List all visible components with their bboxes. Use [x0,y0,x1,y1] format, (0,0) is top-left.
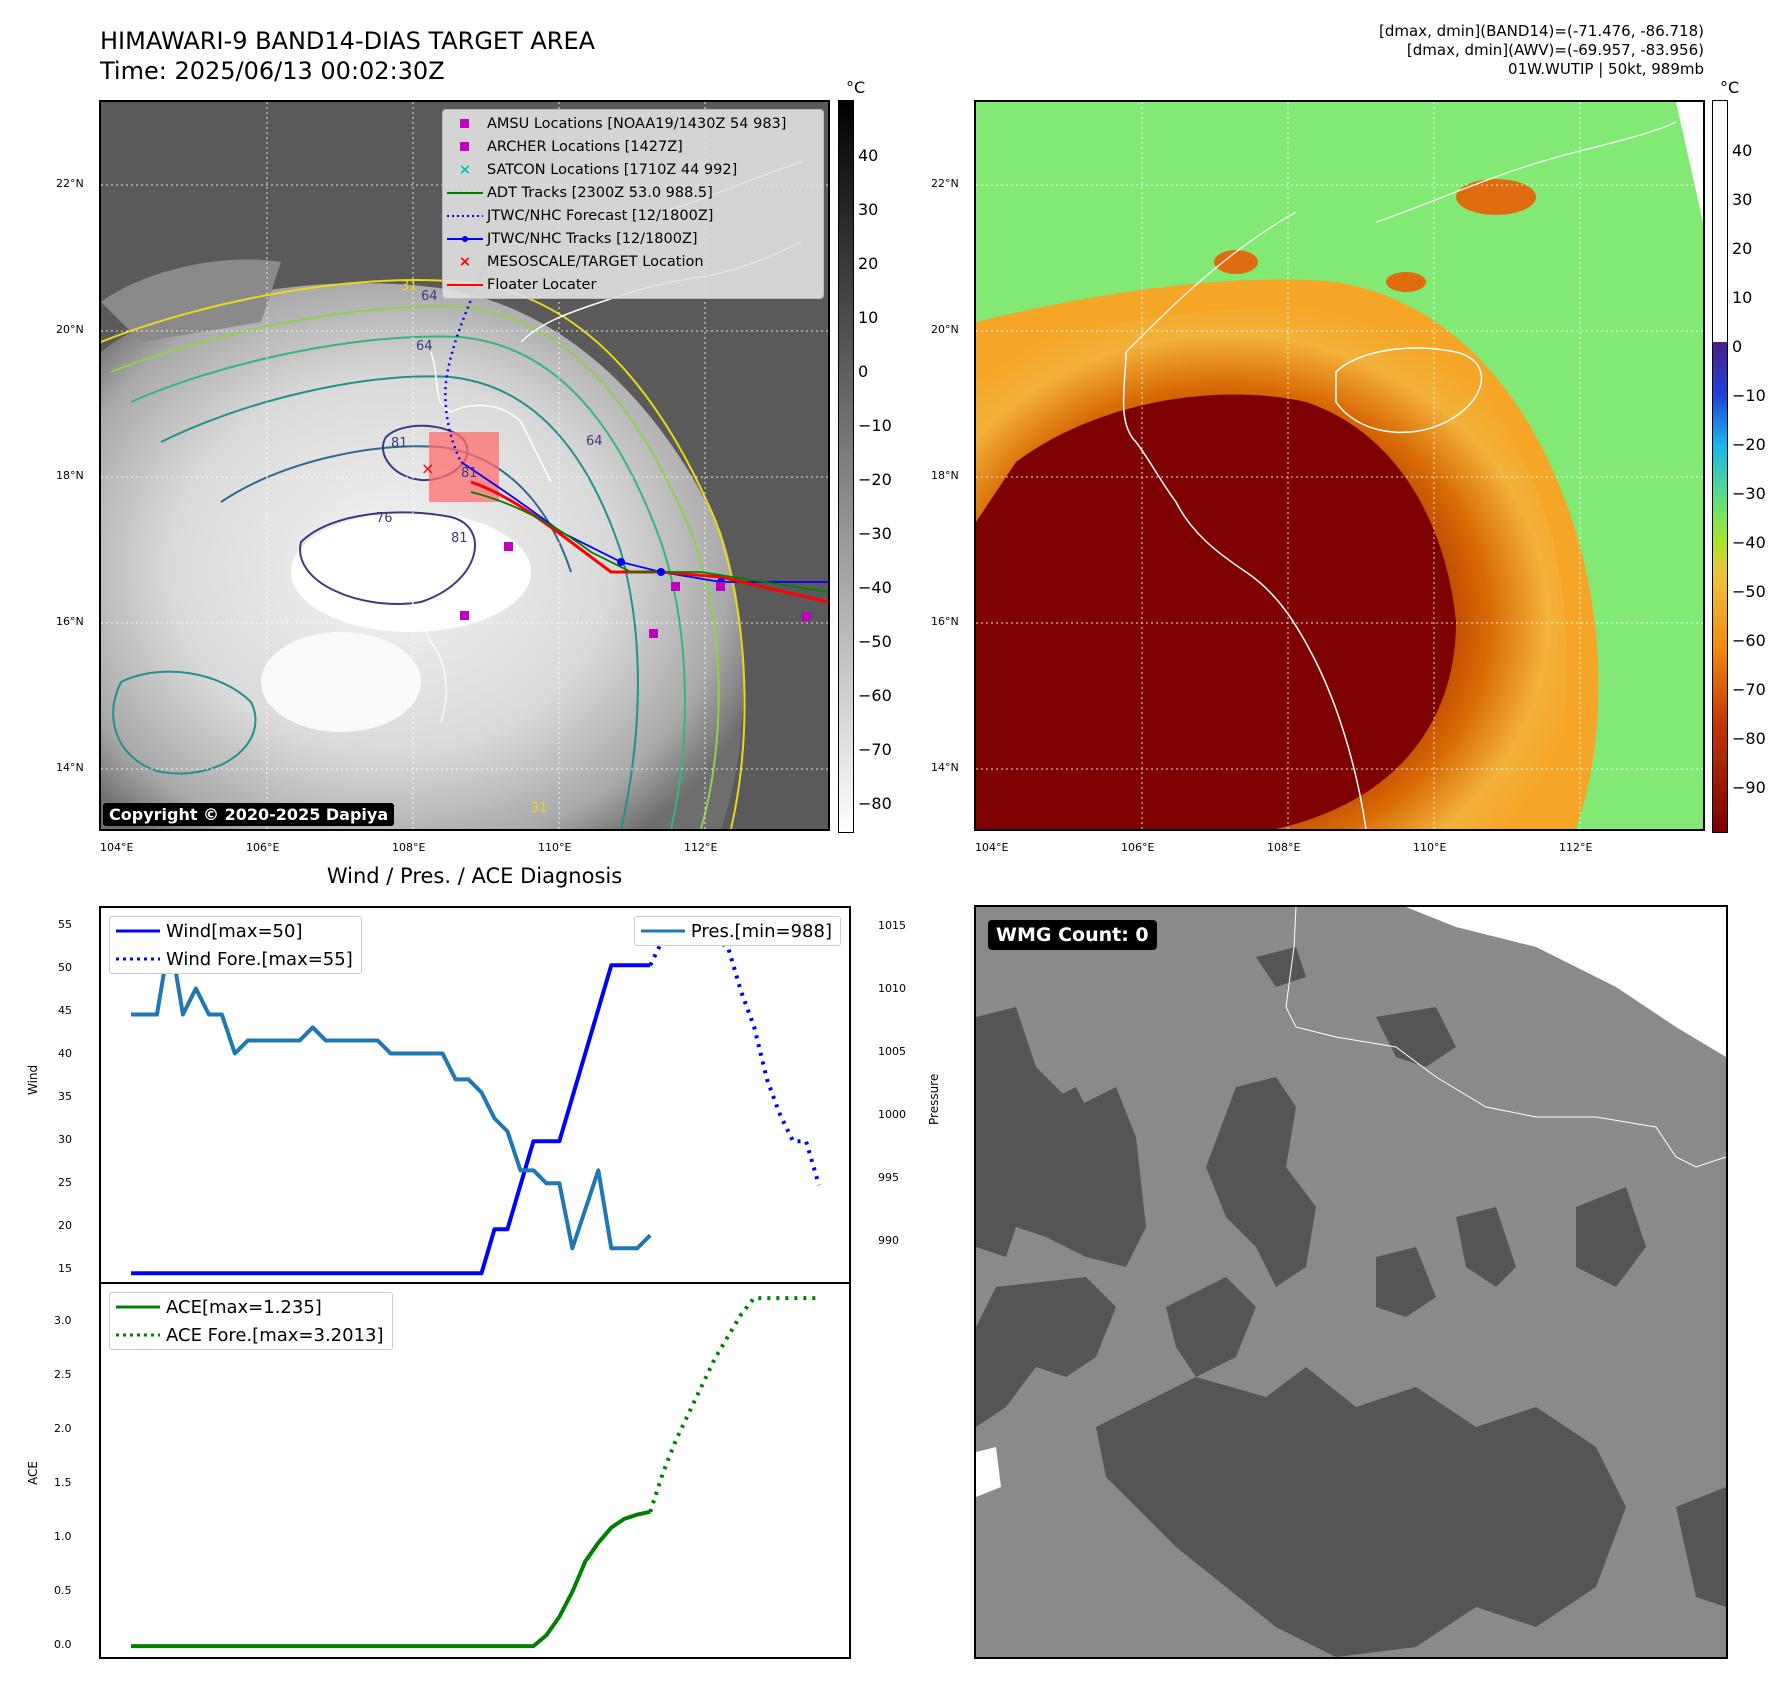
contour-label: 81 [461,466,478,481]
legend-item: ACE Fore.[max=3.2013] [116,1324,384,1346]
ace-plot[interactable]: ACE[max=1.235] ACE Fore.[max=3.2013] [99,1282,851,1659]
legend-item: ARCHER Locations [1427Z] [443,135,823,158]
diagnosis-title: Wind / Pres. / ACE Diagnosis [326,864,623,888]
wind-line [131,963,651,1276]
info-line-2: [dmax, dmin](AWV)=(-69.957, -83.956) [1406,41,1704,59]
awv-map[interactable] [974,100,1705,831]
contour-label: 64 [586,434,603,449]
ace-line [131,1509,651,1649]
info-line-3: 01W.WUTIP | 50kt, 989mb [1508,60,1704,78]
wind-forecast-line [648,919,821,1186]
contour-label: 76 [376,511,393,526]
legend-item: × MESOSCALE/TARGET Location [458,253,704,270]
awv-map-image [976,102,1703,829]
wmg-image [976,907,1726,1657]
band14-colorbar [838,100,854,833]
svg-text:×: × [421,459,434,478]
title-line-2: Time: 2025/06/13 00:02:30Z [100,57,445,85]
legend-item: ADT Tracks [2300Z 53.0 988.5] [447,184,713,201]
info-line-1: [dmax, dmin](BAND14)=(-71.476, -86.718) [1379,22,1704,40]
legend-item: JTWC/NHC Forecast [12/1800Z] [447,207,714,224]
ace-svg [131,1296,819,1649]
wmg-panel[interactable]: WMG Count: 0 [974,905,1728,1659]
contour-label: 81 [451,531,468,546]
pressure-legend: Pres.[min=988] [633,916,841,946]
pressure-line [131,934,652,1251]
wind-pressure-plot[interactable]: Wind[max=50] Wind Fore.[max=55] Pres.[mi… [99,906,851,1284]
legend-item: Wind Fore.[max=55] [116,948,353,970]
wind-axis-label: Wind [26,1064,40,1095]
band14-map[interactable]: × 31 31 64 64 81 81 76 81 64 AMSU Locati… [99,100,830,831]
contour-label: 64 [416,339,433,354]
colorbar-unit: °C [1720,78,1740,97]
map-legend: AMSU Locations [NOAA19/1430Z 54 983] ARC… [442,109,824,299]
storm-info: [dmax, dmin](BAND14)=(-71.476, -86.718) … [1104,22,1704,79]
contour-label: 31 [401,279,418,294]
copyright-label: Copyright © 2020-2025 Dapiya [103,803,395,826]
wmg-count-badge: WMG Count: 0 [988,920,1157,950]
legend-item: ACE[max=1.235] [116,1296,322,1318]
awv-colorbar [1712,100,1728,833]
figure-title: HIMAWARI-9 BAND14-DIAS TARGET AREA Time:… [100,26,595,86]
title-line-1: HIMAWARI-9 BAND14-DIAS TARGET AREA [100,27,596,55]
legend-item: JTWC/NHC Tracks [12/1800Z] [443,227,823,250]
contour-label: 64 [421,289,438,304]
legend-item: × SATCON Locations [1710Z 44 992] [458,161,738,178]
wind-legend: Wind[max=50] Wind Fore.[max=55] [109,916,362,974]
ace-axis-label: ACE [26,1461,40,1485]
ace-legend: ACE[max=1.235] ACE Fore.[max=3.2013] [109,1292,393,1350]
legend-item: Wind[max=50] [116,920,303,942]
colorbar-unit: °C [846,78,866,97]
ace-forecast-line [648,1296,819,1513]
wind-pressure-svg [131,919,821,1276]
legend-item: Floater Locater [447,276,597,293]
contour-label: 31 [531,801,548,816]
contour-label: 81 [391,436,408,451]
legend-item: AMSU Locations [NOAA19/1430Z 54 983] [443,112,823,135]
pressure-axis-label: Pressure [927,1073,941,1125]
legend-item: Pres.[min=988] [640,920,832,942]
